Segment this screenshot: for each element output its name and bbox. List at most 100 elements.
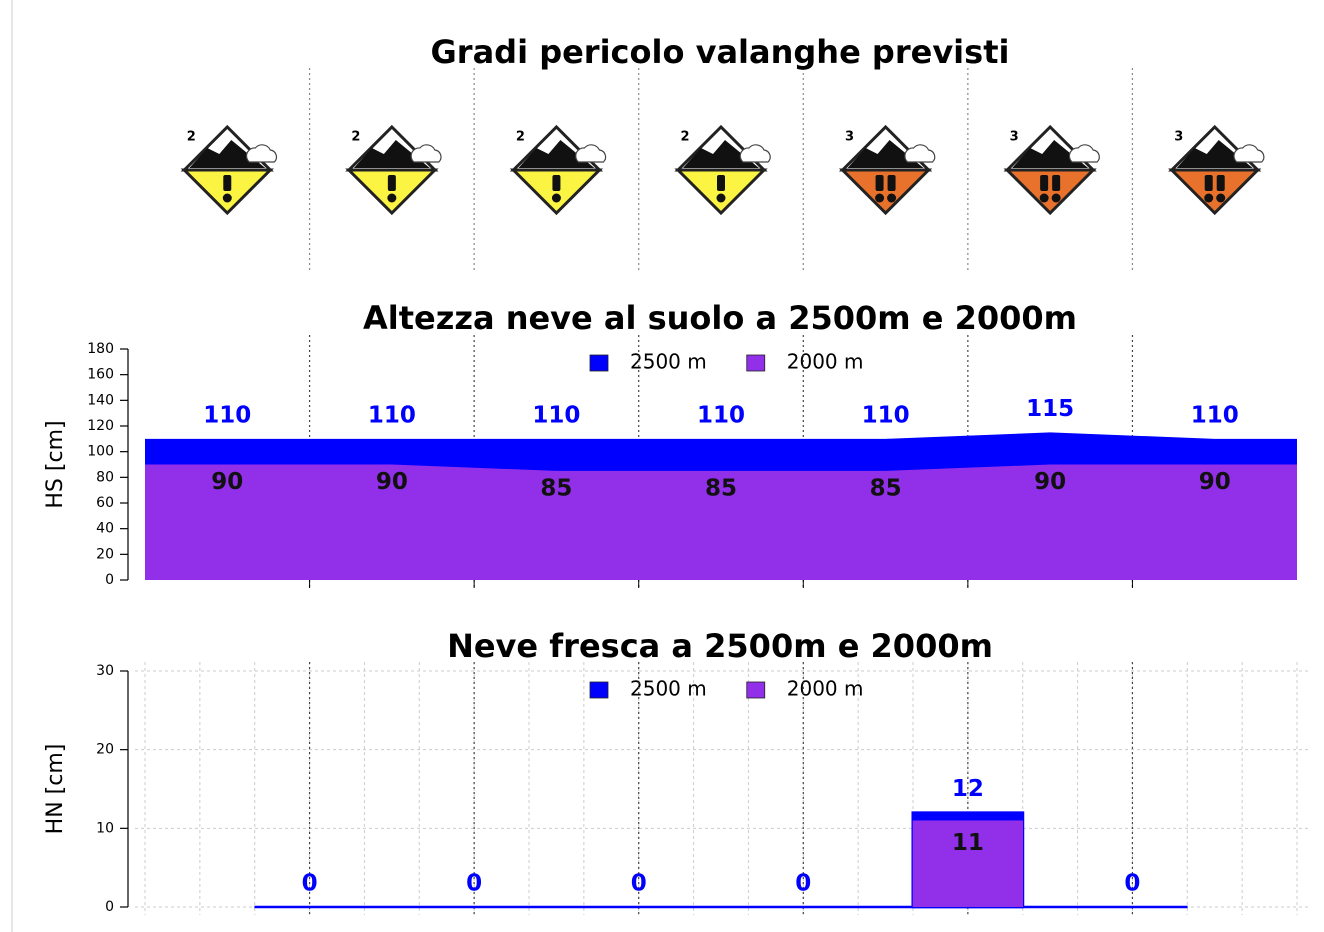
icon-exclaim (223, 175, 232, 191)
value-label: 0 (631, 871, 647, 897)
value-label: 90 (376, 469, 408, 495)
icon-mountain (1012, 140, 1089, 168)
danger-icon (180, 124, 278, 216)
icon-cloud (1068, 144, 1100, 163)
icon-exclaim (875, 175, 884, 191)
icon-mountain (189, 140, 266, 168)
icon-exclaim (552, 175, 561, 191)
y-tick-label: 60 (96, 495, 114, 511)
y-tick-label: 80 (96, 469, 114, 485)
danger-icon (674, 124, 771, 216)
value-label: 0 (302, 871, 318, 897)
danger-level: 3 (1010, 130, 1019, 145)
chart-title: Altezza neve al suolo a 2500m e 2000m (363, 299, 1077, 337)
icon-exclaim-dot (875, 193, 885, 203)
danger-level: 3 (1174, 130, 1183, 145)
value-label: 110 (532, 402, 580, 428)
y-tick-label: 40 (96, 521, 114, 537)
chart-title: Gradi pericolo valanghe previsti (431, 33, 1010, 71)
icon-exclaim-dot (1051, 193, 1061, 203)
legend-swatch (589, 354, 609, 372)
icon-mountain (518, 140, 595, 168)
danger-icon (345, 124, 442, 216)
icon-exclaim (387, 175, 396, 191)
icon-cloud (1233, 144, 1265, 163)
danger-icon (509, 124, 607, 216)
icon-cloud (245, 144, 278, 163)
y-tick-label: 20 (96, 546, 114, 562)
value-label: 0 (466, 871, 482, 897)
icon-mountain (847, 140, 924, 168)
icon-exclaim-dot (1039, 193, 1049, 203)
icon-mountain (353, 140, 430, 168)
legend-label: 2500 m (630, 350, 707, 374)
y-tick-label: 10 (96, 820, 114, 836)
y-tick-label: 140 (87, 392, 114, 408)
value-label: 85 (705, 475, 737, 501)
legend-swatch (746, 681, 766, 699)
bar (912, 820, 1023, 907)
icon-exclaim (1052, 175, 1061, 191)
danger-level: 2 (516, 130, 525, 145)
icon-mountain (683, 140, 759, 168)
value-label: 110 (203, 402, 251, 428)
icon-exclaim-dot (222, 193, 232, 203)
icon-cloud (575, 144, 607, 163)
y-tick-label: 30 (96, 663, 114, 679)
value-label: 0 (1124, 871, 1140, 897)
danger-level: 2 (351, 130, 360, 145)
icon-bottom (1168, 168, 1262, 216)
icon-cloud (410, 144, 442, 163)
icon-exclaim (1216, 175, 1225, 191)
icon-exclaim (1204, 175, 1213, 191)
icon-exclaim-dot (551, 193, 561, 203)
icon-cloud (739, 144, 771, 163)
icon-exclaim-dot (1216, 193, 1226, 203)
y-axis-label: HS [cm] (43, 420, 68, 508)
value-label: 11 (952, 830, 984, 856)
y-tick-label: 20 (96, 742, 114, 758)
icon-exclaim-dot (716, 193, 726, 203)
danger-icon (1003, 124, 1100, 216)
y-tick-label: 160 (87, 367, 114, 383)
y-axis-label: HN [cm] (43, 744, 68, 835)
danger-level: 2 (187, 130, 196, 145)
value-label: 85 (540, 475, 572, 501)
danger-icon (838, 124, 936, 216)
value-label: 110 (368, 402, 416, 428)
icon-exclaim-dot (387, 193, 397, 203)
icon-exclaim-dot (887, 193, 897, 203)
icon-exclaim-dot (1204, 193, 1214, 203)
value-label: 110 (862, 402, 910, 428)
y-tick-label: 180 (87, 341, 114, 357)
danger-level: 2 (680, 130, 689, 145)
icon-cloud (904, 144, 936, 163)
y-tick-label: 100 (87, 444, 114, 460)
icon-exclaim (1040, 175, 1049, 191)
value-label: 110 (1191, 402, 1239, 428)
y-tick-label: 120 (87, 418, 114, 434)
area (145, 464, 1297, 580)
danger-level: 3 (845, 130, 854, 145)
danger-icon (1168, 124, 1265, 216)
y-tick-label: 0 (105, 572, 114, 588)
chart-title: Neve fresca a 2500m e 2000m (447, 627, 993, 665)
value-label: 90 (1199, 469, 1231, 495)
value-label: 115 (1026, 396, 1074, 422)
y-tick-label: 0 (105, 899, 114, 915)
legend-label: 2500 m (630, 677, 707, 701)
value-label: 0 (795, 871, 811, 897)
legend-label: 2000 m (787, 677, 864, 701)
icon-bottom (838, 168, 933, 216)
legend-swatch (746, 354, 766, 372)
value-label: 12 (952, 776, 984, 802)
value-label: 85 (870, 475, 902, 501)
icon-bottom (1003, 168, 1097, 216)
icon-exclaim (717, 175, 725, 191)
value-label: 90 (211, 469, 243, 495)
icon-mountain (1176, 140, 1253, 168)
legend-swatch (589, 681, 609, 699)
value-label: 90 (1034, 469, 1066, 495)
icon-exclaim (887, 175, 896, 191)
